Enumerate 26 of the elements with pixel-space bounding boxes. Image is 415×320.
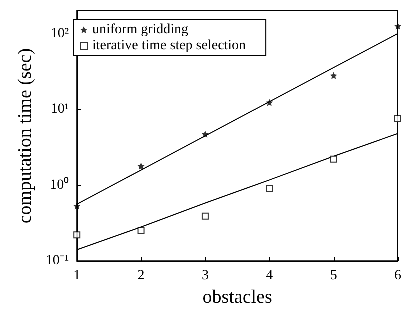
point	[266, 99, 274, 106]
x-tick-label: 1	[74, 268, 81, 284]
x-tick-label: 4	[266, 268, 274, 284]
point	[74, 232, 81, 239]
y-axis-title: computation time (sec)	[15, 48, 36, 224]
point	[394, 116, 402, 123]
x-tick-label: 2	[138, 268, 145, 284]
y-tick-label: 10¹	[50, 102, 70, 118]
point	[202, 130, 209, 138]
point	[74, 202, 81, 210]
y-tick-label: 10⁻¹	[46, 254, 70, 269]
x-axis-title: obstacles	[202, 287, 272, 308]
point	[138, 227, 145, 234]
legend-label: iterative time step selection	[92, 38, 246, 54]
point	[330, 156, 338, 163]
x-tick-label: 5	[330, 268, 338, 284]
y-tick-label: 10⁰	[50, 176, 70, 193]
x-tick-label: 6	[394, 268, 402, 284]
point	[138, 162, 145, 170]
x-tick-label: 3	[202, 268, 209, 284]
point	[394, 22, 402, 30]
point	[330, 72, 338, 80]
point	[266, 185, 274, 192]
y-tick-label: 10²	[50, 26, 70, 42]
point	[202, 212, 209, 220]
legend-label: uniform gridding	[92, 22, 189, 38]
